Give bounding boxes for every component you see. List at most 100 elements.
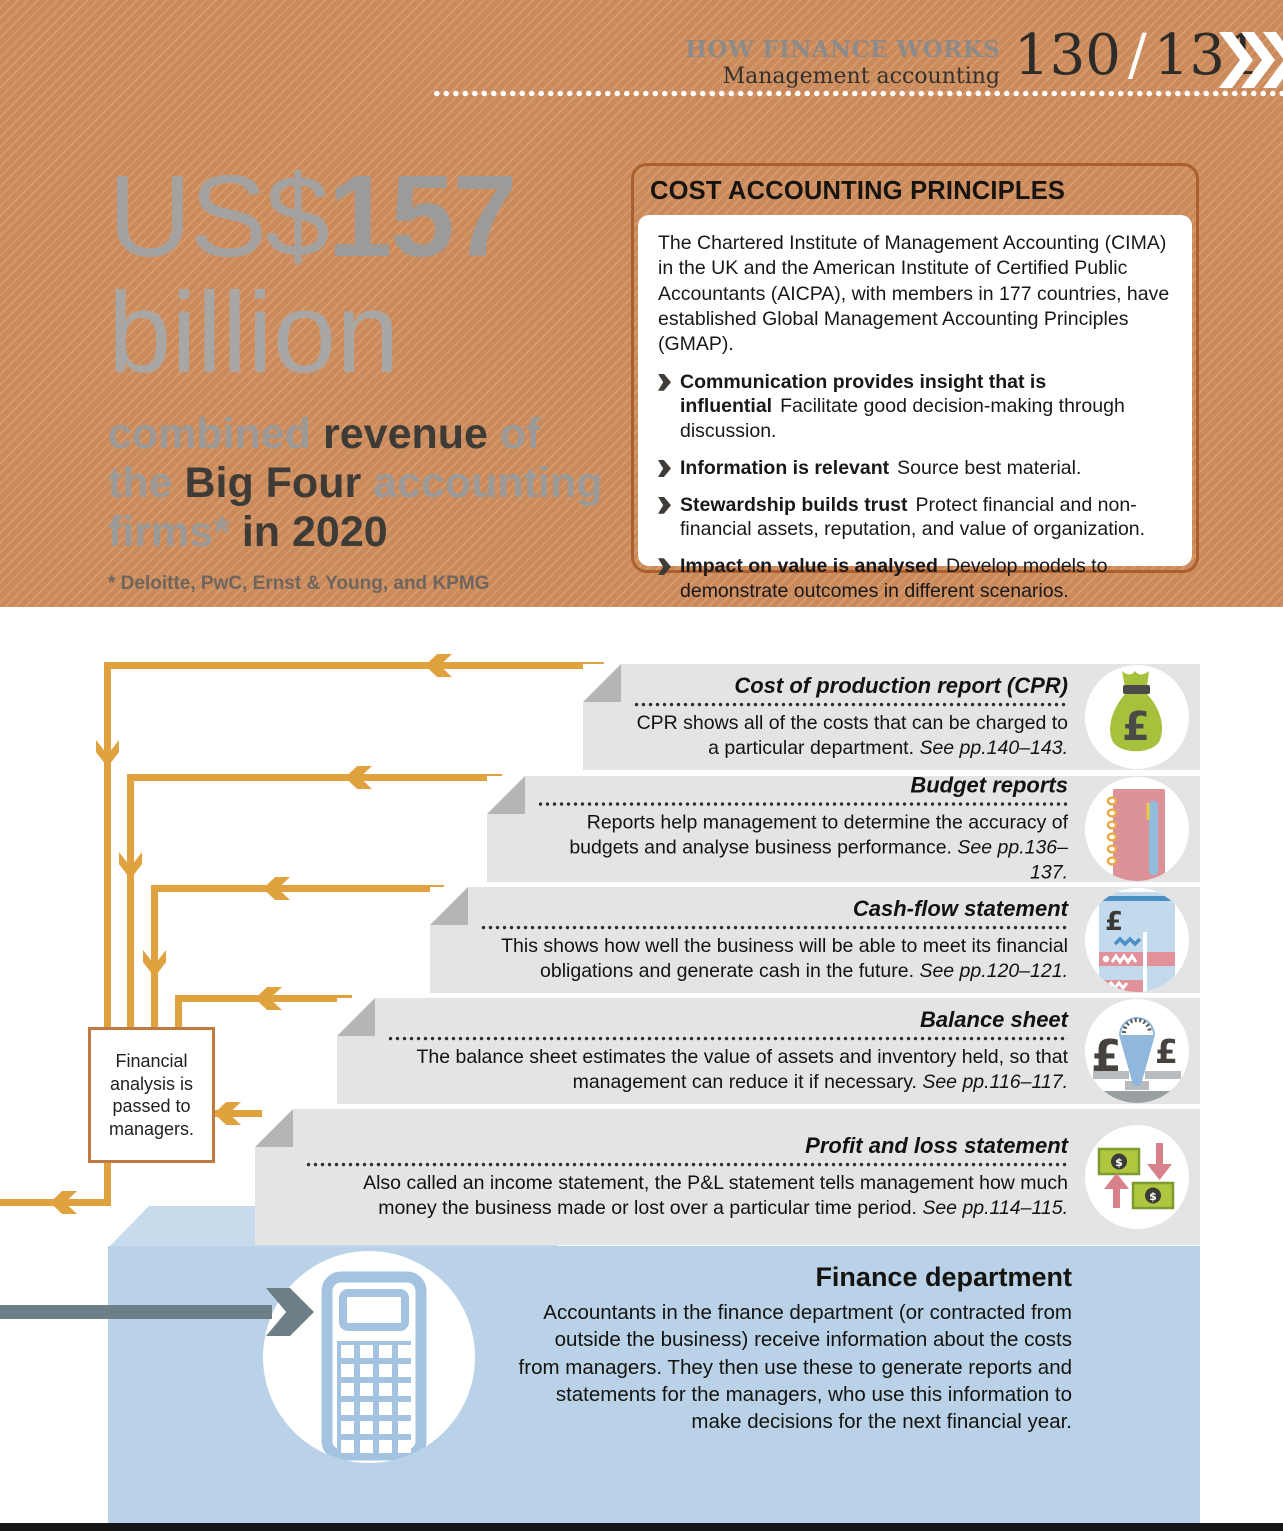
- headline-line-1: combined revenue of: [108, 410, 613, 459]
- report-box-balance-sheet: Balance sheet The balance sheet estimate…: [337, 998, 1200, 1104]
- report-text: This shows how well the business will be…: [501, 935, 1068, 982]
- headline-seg: of: [499, 409, 541, 458]
- page-kicker: HOW FINANCE WORKS: [685, 36, 1000, 63]
- cash-ledger-icon: £: [1099, 892, 1175, 992]
- report-see-ref: See pp.120–121.: [919, 960, 1068, 982]
- svg-text:£: £: [1105, 907, 1123, 937]
- page-bottom-edge: [0, 1523, 1283, 1531]
- report-text: Also called an income statement, the P&L…: [363, 1172, 1068, 1219]
- chevron-bullet-icon: [658, 558, 671, 576]
- principles-intro: The Chartered Institute of Management Ac…: [658, 232, 1170, 356]
- report-title: Balance sheet: [920, 1007, 1068, 1033]
- page-subtitle: Management accounting: [722, 64, 1000, 89]
- folded-corner-icon: [337, 998, 375, 1036]
- report-icon-circle: £: [1085, 888, 1189, 992]
- header-dotted-rule: [432, 90, 1283, 97]
- principle-lead: Impact on value is analysed: [680, 555, 938, 578]
- principle-item: Information is relevant Source best mater…: [658, 456, 1172, 481]
- dotted-rule: [387, 1036, 1068, 1042]
- calculator-glyph: [321, 1271, 427, 1461]
- svg-text:£: £: [1122, 704, 1150, 750]
- banknotes-arrows-icon: $ $: [1097, 1143, 1175, 1210]
- report-icon-circle: £ £: [1085, 999, 1189, 1103]
- report-text: The balance sheet estimates the value of…: [416, 1046, 1068, 1093]
- svg-text:£: £: [1091, 1031, 1122, 1082]
- principle-item: Impact on value is analysed Develop model…: [658, 554, 1172, 604]
- report-text: CPR shows all of the costs that can be c…: [636, 712, 1068, 759]
- report-title: Budget reports: [910, 772, 1068, 798]
- calculator-icon: [263, 1251, 475, 1463]
- report-body: Also called an income statement, the P&L…: [305, 1171, 1068, 1221]
- report-title: Profit and loss statement: [805, 1133, 1068, 1159]
- report-body: This shows how well the business will be…: [480, 934, 1068, 984]
- principle-text: Information is relevant Source best mater…: [680, 456, 1081, 481]
- stat-footnote: * Deloitte, PwC, Ernst & Young, and KPMG: [108, 572, 490, 594]
- arrowhead-left-icon: [255, 987, 282, 1010]
- report-box-budget: Budget reports Reports help management t…: [487, 772, 1200, 883]
- principle-rest: Develop models to demonstrate outcomes i…: [680, 555, 1108, 602]
- folded-corner-icon: [430, 887, 468, 925]
- report-content: Cost of production report (CPR) CPR show…: [633, 673, 1068, 761]
- report-box-cpr: Cost of production report (CPR) CPR show…: [583, 664, 1200, 770]
- report-see-ref: See pp.114–115.: [922, 1197, 1068, 1219]
- principles-title: COST ACCOUNTING PRINCIPLES: [650, 177, 1066, 205]
- report-content: Cash-flow statement This shows how well …: [480, 896, 1068, 984]
- principle-rest: Protect financial and non-financial asse…: [680, 493, 1146, 541]
- svg-text:$: $: [1115, 1156, 1123, 1169]
- connector-line: [175, 995, 182, 1034]
- dotted-rule: [480, 925, 1068, 931]
- headline-seg: Big Four: [184, 458, 374, 507]
- page-number-separator: /: [1127, 23, 1147, 88]
- page-numbers: 130/131: [1014, 28, 1261, 84]
- connector-line: [104, 1160, 111, 1206]
- report-text: Reports help management to determine the…: [569, 811, 1068, 859]
- headline-line-2: the Big Four accounting: [108, 459, 613, 508]
- balance-scale-icon: £ £: [1085, 1017, 1189, 1103]
- chevron-bullet-icon: [658, 459, 671, 477]
- page-number-left: 130: [1014, 23, 1121, 88]
- principle-lead: Stewardship builds trust: [680, 493, 908, 516]
- headline-seg: revenue: [323, 409, 500, 458]
- report-content: Profit and loss statement Also called an…: [305, 1133, 1068, 1221]
- arrowhead-left-icon: [214, 1102, 241, 1125]
- principle-rest: Source best material.: [897, 456, 1082, 479]
- headline-seg: combined: [108, 409, 324, 458]
- chevron-bullet-icon: [658, 496, 671, 514]
- stat-unit: billion: [108, 270, 400, 397]
- stat-currency: US$: [108, 151, 330, 281]
- arrowhead-left-icon: [263, 877, 290, 900]
- finance-department-body: Accountants in the finance department (o…: [518, 1301, 1072, 1433]
- svg-text:£: £: [1155, 1032, 1178, 1071]
- report-content: Balance sheet The balance sheet estimate…: [387, 1007, 1068, 1095]
- principle-lead: Information is relevant: [680, 456, 890, 479]
- notebook-pen-icon: [1106, 789, 1165, 881]
- report-see-ref: See pp.116–117.: [922, 1071, 1068, 1093]
- hero-band: HOW FINANCE WORKS Management accounting …: [0, 0, 1283, 607]
- money-bag-icon: £: [1110, 671, 1163, 752]
- headline-seg: accounting: [373, 458, 603, 507]
- arrowhead-left-icon: [425, 654, 452, 677]
- connector-line: [127, 774, 502, 781]
- dotted-rule: [537, 801, 1068, 807]
- principles-panel: COST ACCOUNTING PRINCIPLES The Chartered…: [631, 163, 1199, 602]
- report-see-ref: See pp.136–137.: [957, 836, 1068, 884]
- report-box-profit-loss: Profit and loss statement Also called an…: [255, 1109, 1200, 1245]
- report-body: Reports help management to determine the…: [537, 811, 1068, 886]
- connector-line: [151, 885, 158, 1034]
- arrowhead-left-icon: [50, 1191, 77, 1214]
- stat-amount: US$157: [108, 158, 613, 274]
- principle-text: Stewardship builds trust Protect financia…: [680, 493, 1172, 543]
- report-see-ref: See pp.140–143.: [919, 737, 1068, 759]
- principle-lead: Communication provides insight that is i…: [680, 370, 1047, 418]
- report-title: Cash-flow statement: [852, 896, 1068, 922]
- triple-chevron-right-icon: [1219, 32, 1283, 88]
- principle-text: Communication provides insight that is i…: [680, 370, 1172, 444]
- dotted-rule: [305, 1162, 1068, 1168]
- report-icon-circle: $ $: [1085, 1125, 1189, 1229]
- input-arrow-shaft: [0, 1305, 272, 1319]
- principles-body: The Chartered Institute of Management Ac…: [638, 215, 1192, 602]
- finance-department-title: Finance department: [815, 1262, 1072, 1292]
- folded-corner-icon: [583, 664, 621, 702]
- folded-corner-icon: [487, 776, 525, 814]
